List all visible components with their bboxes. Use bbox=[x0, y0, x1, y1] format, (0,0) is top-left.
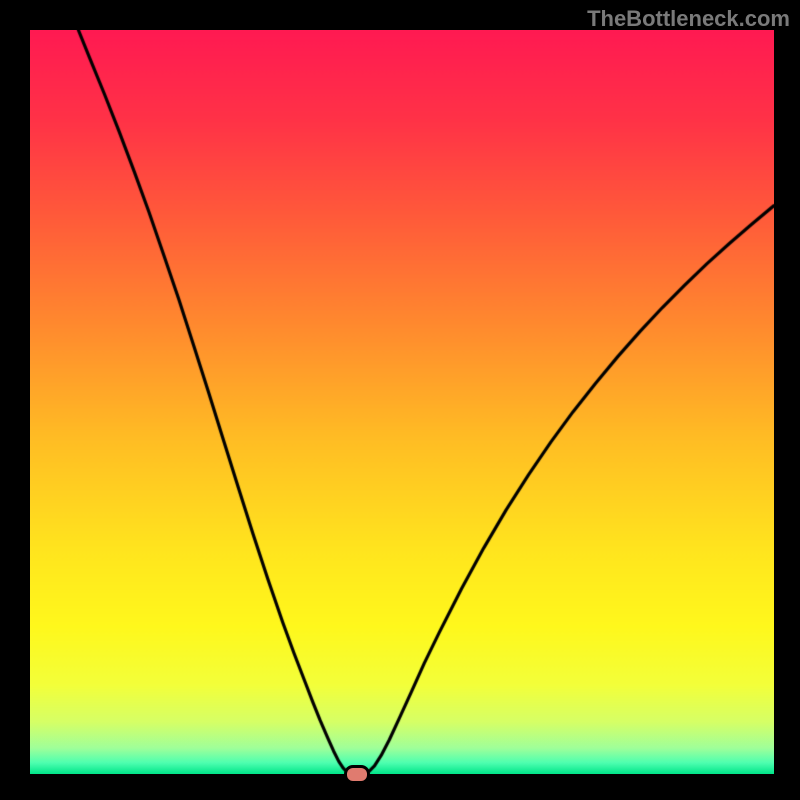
min-marker-fill bbox=[347, 768, 367, 781]
plot-area bbox=[30, 30, 774, 774]
min-marker bbox=[344, 765, 370, 784]
bottleneck-curve bbox=[30, 30, 774, 774]
chart-stage: TheBottleneck.com bbox=[0, 0, 800, 800]
watermark-text: TheBottleneck.com bbox=[587, 6, 790, 32]
